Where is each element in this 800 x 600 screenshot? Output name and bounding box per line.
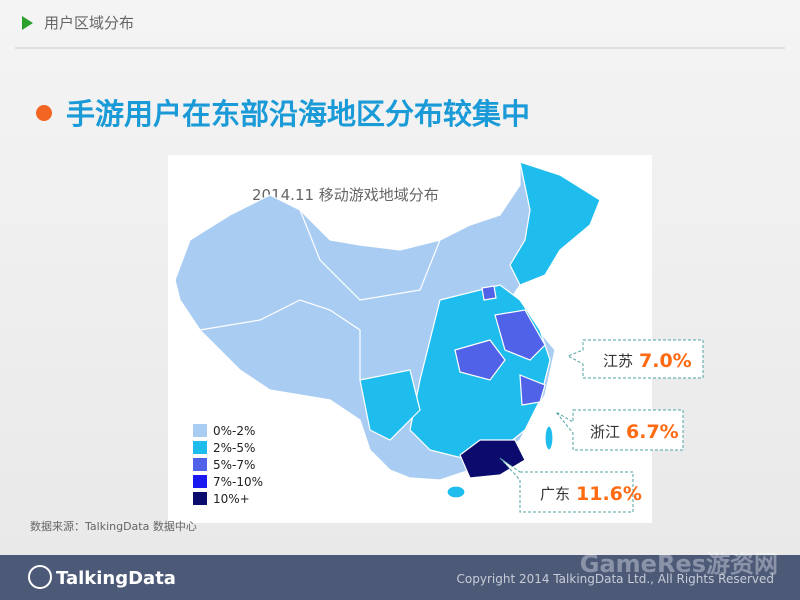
region-zhejiang (519, 374, 546, 406)
region-hainan (446, 485, 466, 499)
region-beijing (481, 285, 497, 301)
watermark: GameRes游资网 (580, 550, 778, 578)
region-henan (454, 339, 506, 381)
legend-swatch (193, 441, 207, 454)
callouts: 江苏 7.0% 浙江 6.7% 广东 11.6% (540, 350, 692, 505)
border (299, 209, 441, 301)
legend: 0%-2% 2%-5% 5%-7% 7%-10% 10%+ (193, 424, 263, 506)
footer-bar (0, 555, 800, 600)
region-northeast (509, 161, 601, 286)
bullet (36, 105, 52, 121)
callout-region: 浙江 (590, 423, 620, 441)
section-marker (22, 16, 33, 30)
legend-label: 2%-5% (213, 441, 255, 455)
legend-swatch (193, 475, 207, 488)
slide-title: 手游用户在东部沿海地区分布较集中 (66, 97, 530, 131)
map-title: 2014.11 移动游戏地域分布 (252, 186, 439, 204)
callout-region: 江苏 (603, 352, 633, 370)
legend-swatch (193, 458, 207, 471)
map (174, 161, 601, 499)
callout-box (499, 457, 634, 513)
region-taiwan (544, 425, 554, 451)
callout-box (566, 339, 704, 379)
legend-label: 0%-2% (213, 424, 255, 438)
callout-value: 11.6% (576, 483, 642, 505)
callout-value: 7.0% (639, 350, 692, 372)
legend-label: 10%+ (213, 492, 250, 506)
copyright: Copyright 2014 TalkingData Ltd., All Rig… (457, 572, 774, 586)
region-guangdong (459, 439, 526, 479)
brand: TalkingData (56, 568, 176, 589)
callout-box (555, 409, 684, 451)
source-note: 数据来源：TalkingData 数据中心 (30, 519, 197, 533)
callout-boxes (499, 339, 704, 513)
legend-swatch (193, 492, 207, 505)
border (199, 299, 361, 380)
legend-swatch (193, 424, 207, 437)
callout-value: 6.7% (626, 421, 679, 443)
brand-logo (28, 565, 52, 589)
legend-label: 7%-10% (213, 475, 263, 489)
legend-label: 5%-7% (213, 458, 255, 472)
region-southwest (359, 369, 421, 441)
section-title: 用户区域分布 (44, 14, 134, 32)
region-jiangsu (494, 309, 546, 361)
callout-region: 广东 (540, 485, 570, 503)
